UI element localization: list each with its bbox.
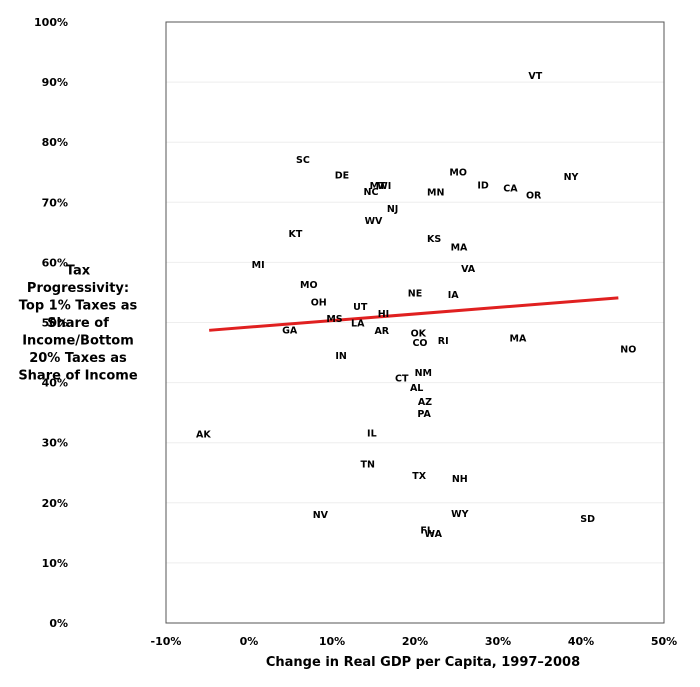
point-label-nj: NJ bbox=[387, 204, 399, 215]
point-label-nm: NM bbox=[415, 368, 432, 379]
point-label-hi: HI bbox=[378, 309, 390, 320]
point-label-ga: GA bbox=[282, 325, 298, 336]
y-tick-label: 60% bbox=[42, 256, 68, 269]
y-axis-title-line: Share of Income bbox=[18, 369, 138, 384]
y-tick-label: 50% bbox=[42, 317, 68, 330]
point-label-la: LA bbox=[351, 319, 365, 330]
x-tick-label: 30% bbox=[485, 635, 511, 648]
y-axis-title-line: Share of bbox=[47, 316, 109, 331]
point-label-wv: WV bbox=[365, 216, 383, 227]
point-label-ok: OK bbox=[411, 328, 427, 339]
point-label-nv: NV bbox=[313, 510, 329, 521]
y-tick-label: 40% bbox=[42, 377, 68, 390]
point-label-sc: SC bbox=[296, 155, 310, 166]
y-tick-label: 30% bbox=[42, 437, 68, 450]
point-label-nc: NC bbox=[364, 187, 379, 198]
point-label-fl: FL bbox=[420, 525, 433, 536]
x-tick-label: 40% bbox=[568, 635, 594, 648]
point-label-in: IN bbox=[335, 351, 347, 362]
point-label-ma: MA bbox=[510, 334, 527, 345]
x-tick-label: -10% bbox=[151, 635, 182, 648]
point-label-mt: MT bbox=[370, 181, 386, 192]
y-tick-label: 80% bbox=[42, 136, 68, 149]
point-label-ne: NE bbox=[408, 289, 422, 300]
trend-line bbox=[209, 296, 619, 332]
y-tick-label: 90% bbox=[42, 76, 68, 89]
y-tick-label: 100% bbox=[34, 16, 68, 29]
y-axis-title: Tax Progressivity: Top 1% Taxes as Share of… bbox=[18, 264, 138, 384]
y-tick-label: 10% bbox=[42, 557, 68, 570]
y-axis-title-line: 20% Taxes as bbox=[29, 351, 127, 366]
point-label-ri: RI bbox=[438, 336, 449, 347]
y-axis-title-line: Top 1% Taxes as bbox=[19, 299, 138, 314]
point-label-wy: WY bbox=[451, 509, 468, 520]
y-tick-label: 70% bbox=[42, 196, 68, 209]
point-label-sd: SD bbox=[580, 514, 595, 525]
point-label-ny: NY bbox=[564, 172, 579, 183]
plot-area-border bbox=[165, 21, 665, 624]
point-label-or: OR bbox=[526, 191, 542, 202]
point-label-mo: MO bbox=[300, 280, 318, 291]
point-label-no: NO bbox=[620, 345, 636, 356]
x-tick-label: 20% bbox=[402, 635, 428, 648]
point-label-az: AZ bbox=[418, 397, 432, 408]
point-label-wa: WA bbox=[425, 529, 443, 540]
point-label-ma: MA bbox=[451, 242, 468, 253]
point-label-ar: AR bbox=[374, 326, 389, 337]
x-tick-label: 0% bbox=[240, 635, 259, 648]
point-label-oh: OH bbox=[311, 298, 327, 309]
y-tick-label: 0% bbox=[49, 617, 68, 630]
point-label-ak: AK bbox=[196, 429, 211, 440]
point-label-de: DE bbox=[335, 170, 349, 181]
y-axis-title-line: Income/Bottom bbox=[22, 334, 134, 349]
point-label-va: VA bbox=[461, 264, 476, 275]
y-axis-title-line: Tax bbox=[66, 264, 91, 279]
x-axis-title: Change in Real GDP per Capita, 1997–2008 bbox=[266, 655, 580, 670]
point-label-wi: WI bbox=[377, 181, 391, 192]
x-axis-ticks: -10% 0% 10% 20% 30% 40% 50% bbox=[151, 635, 678, 648]
point-label-co: CO bbox=[412, 338, 427, 349]
point-label-mo: MO bbox=[449, 167, 467, 178]
point-label-kt: KT bbox=[289, 229, 303, 240]
point-label-ia: IA bbox=[448, 290, 460, 301]
x-tick-label: 10% bbox=[319, 635, 345, 648]
point-label-ms: MS bbox=[326, 314, 342, 325]
point-label-ca: CA bbox=[503, 183, 518, 194]
point-label-il: IL bbox=[367, 429, 377, 440]
grid-lines bbox=[166, 81, 664, 564]
point-label-ks: KS bbox=[427, 234, 441, 245]
point-label-tn: TN bbox=[360, 459, 374, 470]
point-label-mn: MN bbox=[427, 188, 444, 199]
point-label-ut: UT bbox=[353, 302, 368, 313]
point-label-nh: NH bbox=[452, 474, 468, 485]
y-axis-title-line: Progressivity: bbox=[27, 281, 129, 296]
y-tick-label: 20% bbox=[42, 497, 68, 510]
y-axis-ticks: 0% 10% 20% 30% 40% 50% 60% 70% 80% 90% 100% bbox=[34, 16, 68, 630]
point-label-pa: PA bbox=[417, 409, 431, 420]
point-label-tx: TX bbox=[412, 471, 426, 482]
point-label-id: ID bbox=[477, 180, 489, 191]
point-label-ct: CT bbox=[395, 373, 409, 384]
x-tick-label: 50% bbox=[651, 635, 677, 648]
point-label-vt: VT bbox=[528, 71, 542, 82]
point-label-al: AL bbox=[410, 383, 423, 394]
point-label-mi: MI bbox=[252, 260, 265, 271]
